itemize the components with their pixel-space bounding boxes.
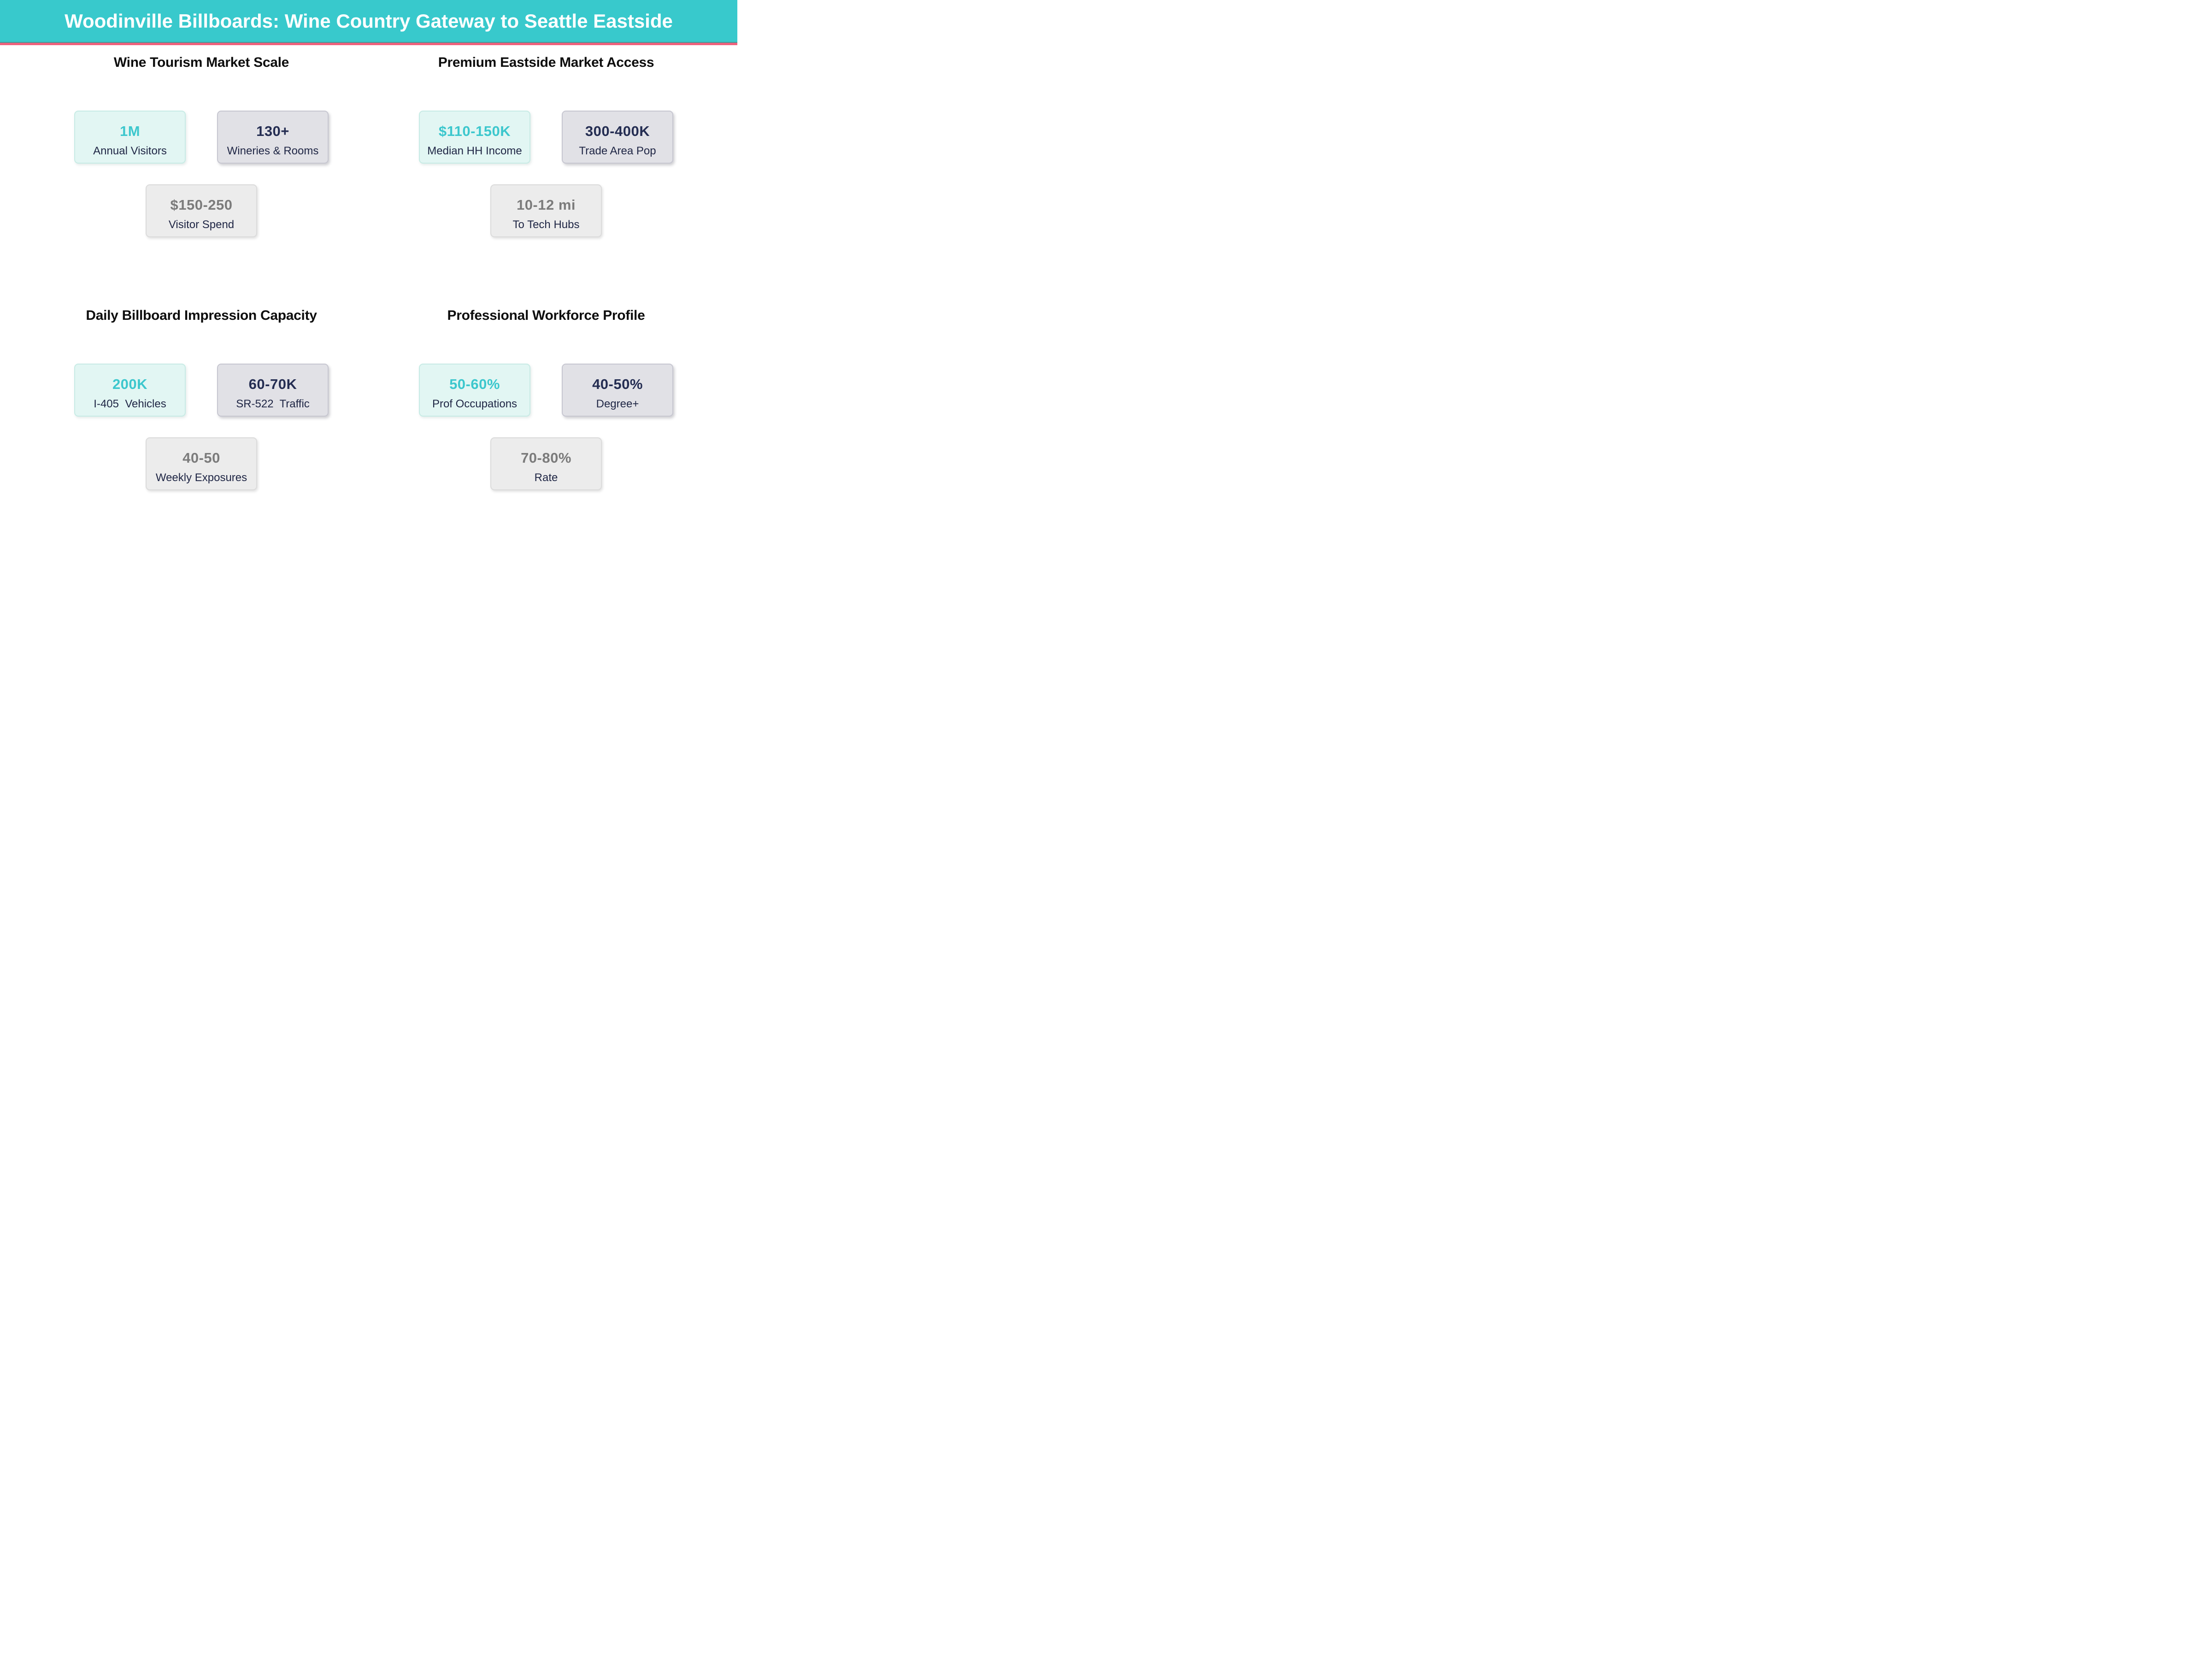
section-impression-capacity: Daily Billboard Impression Capacity 200K… bbox=[17, 298, 386, 551]
stat-label: Degree+ bbox=[596, 398, 639, 410]
stat-card: 200K I-405 Vehicles bbox=[74, 364, 186, 417]
stat-card-row: 50-60% Prof Occupations 40-50% Degree+ bbox=[362, 364, 730, 417]
section-heading: Daily Billboard Impression Capacity bbox=[86, 308, 317, 323]
stat-value: 200K bbox=[112, 376, 148, 392]
stat-value: 70-80% bbox=[521, 450, 571, 466]
stat-value: 40-50 bbox=[182, 450, 220, 466]
stat-card-row: $110-150K Median HH Income 300-400K Trad… bbox=[362, 111, 730, 164]
stat-label: Annual Visitors bbox=[93, 145, 167, 157]
section-heading: Premium Eastside Market Access bbox=[438, 55, 654, 70]
stat-card: 130+ Wineries & Rooms bbox=[217, 111, 329, 164]
stat-card: 10-12 mi To Tech Hubs bbox=[490, 184, 602, 237]
stat-label: Median HH Income bbox=[427, 145, 522, 157]
stat-value: 40-50% bbox=[592, 376, 643, 392]
section-eastside-market: Premium Eastside Market Access $110-150K… bbox=[362, 45, 730, 298]
stat-label: Trade Area Pop bbox=[579, 145, 656, 157]
section-heading: Wine Tourism Market Scale bbox=[113, 55, 289, 70]
section-heading: Professional Workforce Profile bbox=[447, 308, 645, 323]
stat-card: 1M Annual Visitors bbox=[74, 111, 186, 164]
stat-card: 300-400K Trade Area Pop bbox=[562, 111, 673, 164]
stat-card-row: 1M Annual Visitors 130+ Wineries & Rooms bbox=[17, 111, 386, 164]
stat-card: 70-80% Rate bbox=[490, 437, 602, 490]
stat-value: 1M bbox=[119, 123, 141, 139]
stat-card: 60-70K SR-522 Traffic bbox=[217, 364, 329, 417]
stat-label: I-405 Vehicles bbox=[94, 398, 166, 410]
stat-label: Visitor Spend bbox=[168, 218, 235, 231]
stat-label: Rate bbox=[534, 471, 558, 484]
stat-card: 50-60% Prof Occupations bbox=[419, 364, 530, 417]
stat-label: SR-522 Traffic bbox=[236, 398, 310, 410]
stat-card: $110-150K Median HH Income bbox=[419, 111, 530, 164]
stat-value: 60-70K bbox=[248, 376, 297, 392]
stat-value: $110-150K bbox=[438, 123, 511, 139]
stat-value: 10-12 mi bbox=[516, 197, 576, 213]
stat-card: 40-50 Weekly Exposures bbox=[146, 437, 257, 490]
infographic-page: Woodinville Billboards: Wine Country Gat… bbox=[0, 0, 737, 553]
header-accent-bar bbox=[0, 43, 737, 45]
stat-label: To Tech Hubs bbox=[512, 218, 580, 231]
stat-value: 50-60% bbox=[449, 376, 500, 392]
header-banner: Woodinville Billboards: Wine Country Gat… bbox=[0, 0, 737, 43]
stat-value: 300-400K bbox=[585, 123, 650, 139]
stat-value: 130+ bbox=[256, 123, 289, 139]
stat-card: $150-250 Visitor Spend bbox=[146, 184, 257, 237]
section-workforce-profile: Professional Workforce Profile 50-60% Pr… bbox=[362, 298, 730, 551]
stat-label: Wineries & Rooms bbox=[227, 145, 319, 157]
stat-card-row: 200K I-405 Vehicles 60-70K SR-522 Traffi… bbox=[17, 364, 386, 417]
page-title: Woodinville Billboards: Wine Country Gat… bbox=[65, 10, 673, 32]
stat-value: $150-250 bbox=[170, 197, 233, 213]
stat-label: Weekly Exposures bbox=[155, 471, 247, 484]
stat-card: 40-50% Degree+ bbox=[562, 364, 673, 417]
stat-label: Prof Occupations bbox=[432, 398, 518, 410]
section-wine-tourism: Wine Tourism Market Scale 1M Annual Visi… bbox=[17, 45, 386, 298]
